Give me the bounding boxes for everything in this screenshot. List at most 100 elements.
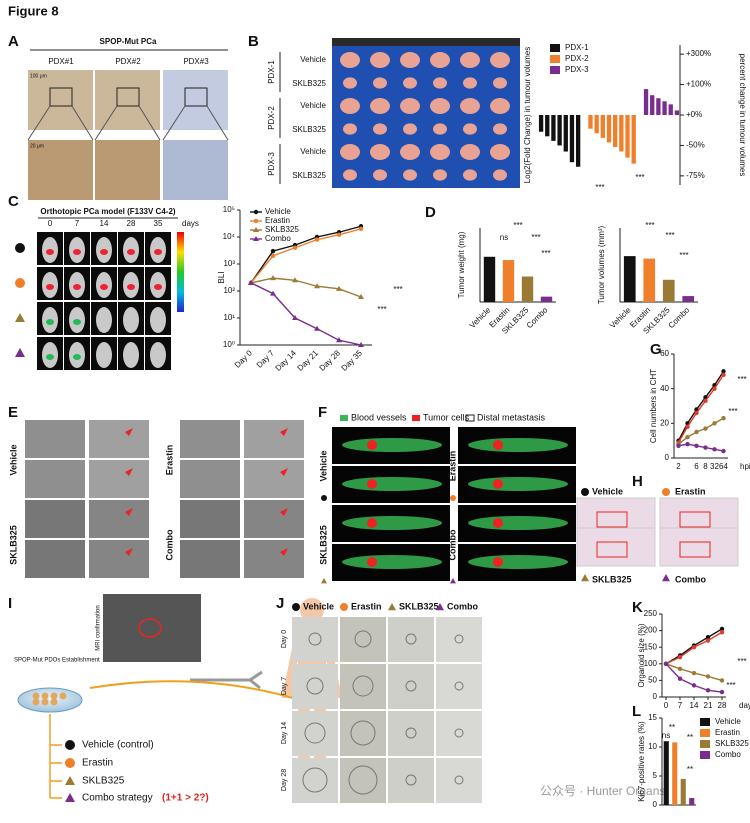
- tem-image: [180, 420, 240, 458]
- marker: [721, 369, 726, 374]
- x-tick-label: 8: [703, 462, 708, 471]
- row-label: Day 0: [281, 630, 288, 648]
- legend-swatch: [465, 414, 475, 422]
- marker: [712, 386, 717, 391]
- arrow: [125, 548, 133, 556]
- zoom-box: [116, 87, 140, 107]
- arrow: [280, 548, 288, 556]
- tumor: [373, 77, 387, 89]
- marker: [721, 415, 726, 421]
- x-tick-label: 28: [718, 701, 727, 710]
- marker: [663, 661, 669, 666]
- column-label: Vehicle: [303, 601, 334, 611]
- x-tick-label: 6: [694, 462, 699, 471]
- tumor: [430, 144, 450, 160]
- tumor: [433, 169, 447, 181]
- tumor: [340, 98, 360, 114]
- organoid-image: [340, 758, 386, 803]
- mouse: [123, 342, 139, 368]
- group-icon: [15, 243, 25, 253]
- histology-image: [659, 527, 739, 567]
- marker: [703, 445, 708, 450]
- day-label: 35: [154, 219, 163, 228]
- marker: [314, 283, 320, 289]
- zoom-line: [138, 105, 161, 141]
- organoid-image: [340, 617, 386, 662]
- y-tick-label: 0: [653, 800, 658, 809]
- organoid: [306, 677, 324, 695]
- signal: [154, 284, 162, 290]
- zoom-line: [206, 105, 229, 141]
- bar: [662, 101, 667, 115]
- group-icon: [662, 574, 670, 582]
- organoid: [32, 698, 40, 706]
- group-icon: [321, 578, 327, 584]
- significance: ***: [513, 221, 522, 230]
- legend-label: PDX-1: [565, 43, 589, 52]
- panel-label: B: [248, 33, 259, 50]
- panel-label: I: [8, 595, 12, 612]
- tumor: [403, 77, 417, 89]
- y-tick-label: 200: [644, 626, 658, 635]
- mri-image: [103, 594, 201, 662]
- signal: [73, 354, 81, 360]
- organoid: [405, 633, 417, 645]
- series-line: [250, 228, 362, 284]
- organoid: [59, 692, 67, 700]
- legend-label: Tumor cells: [423, 412, 470, 422]
- bar: [643, 258, 656, 302]
- y-axis-label: BLI: [217, 271, 226, 283]
- x-tick-label: 21: [704, 701, 713, 710]
- organoid-image: [436, 617, 482, 662]
- x-tick-label: Vehicle: [468, 305, 493, 330]
- x-tick-label: Day 28: [318, 348, 343, 373]
- x-tick-label: 14: [690, 701, 699, 710]
- zoom-line: [94, 105, 118, 141]
- tem-zoom: [89, 540, 149, 578]
- x-tick-label: 64: [719, 462, 728, 471]
- tem-zoom: [244, 500, 304, 538]
- organoid-image: [436, 711, 482, 756]
- significance: ns: [662, 731, 670, 740]
- y-tick-label: 20: [660, 418, 669, 427]
- tumor: [490, 144, 510, 160]
- y-tick-label: 50: [648, 676, 657, 685]
- organoid-image: [388, 711, 434, 756]
- panel-label: J: [276, 595, 284, 612]
- bar: [689, 798, 695, 805]
- legend-label: Vehicle: [265, 207, 291, 216]
- organoid: [308, 632, 322, 646]
- arm-label: Vehicle (control): [82, 740, 154, 751]
- series-line: [250, 282, 362, 346]
- x-tick-label: Day 35: [340, 348, 365, 373]
- bar: [623, 256, 636, 302]
- significance: ***: [595, 183, 604, 192]
- bar: [563, 115, 568, 152]
- roi: [679, 511, 711, 528]
- y-tick-label: 10⁵: [223, 205, 235, 214]
- y-tick-label: 150: [644, 642, 658, 651]
- vessels: [468, 477, 568, 491]
- organoid: [405, 680, 417, 692]
- group-label: Vehicle: [592, 486, 623, 496]
- bar: [663, 741, 669, 805]
- significance: **: [687, 733, 693, 742]
- zoom-line: [162, 105, 186, 141]
- tumor-cells: [367, 557, 377, 567]
- column-label: SKLB325: [399, 601, 439, 611]
- marker: [694, 443, 699, 449]
- tem-image: [25, 540, 85, 578]
- group-label: Erastin: [675, 486, 706, 496]
- arm-label: Erastin: [82, 758, 113, 769]
- organoid: [50, 692, 58, 700]
- group-icon: [321, 495, 327, 501]
- marker: [358, 226, 364, 232]
- vessels: [342, 516, 442, 530]
- group-icon: [581, 488, 589, 496]
- tumor-cells: [493, 518, 503, 528]
- panel-label: A: [8, 33, 19, 50]
- signal: [46, 249, 54, 255]
- legend-label: SKLB325: [265, 225, 299, 234]
- tem-zoom: [89, 460, 149, 498]
